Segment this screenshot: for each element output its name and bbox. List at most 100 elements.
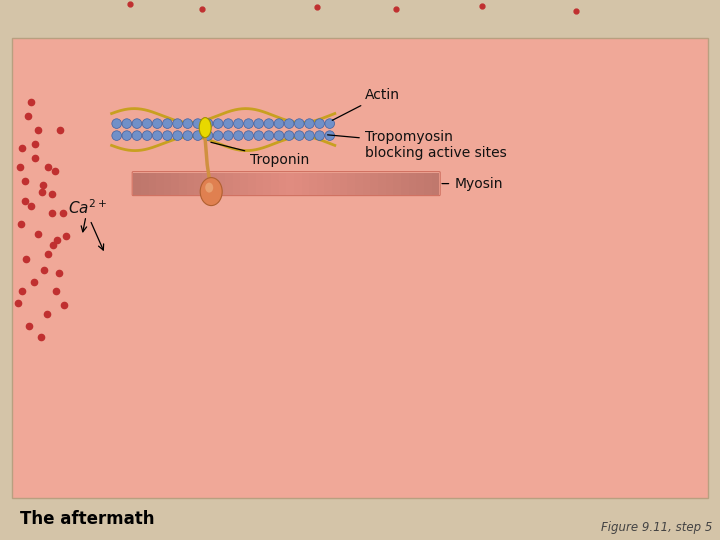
Bar bbox=[401, 173, 409, 194]
Circle shape bbox=[132, 131, 142, 140]
Bar bbox=[133, 173, 141, 194]
Circle shape bbox=[112, 119, 122, 129]
Bar bbox=[279, 173, 286, 194]
Bar bbox=[360, 38, 383, 498]
Circle shape bbox=[153, 131, 162, 140]
Bar bbox=[179, 173, 186, 194]
Bar bbox=[174, 38, 197, 498]
Circle shape bbox=[163, 131, 172, 140]
Circle shape bbox=[122, 119, 132, 129]
Bar bbox=[523, 38, 546, 498]
Bar bbox=[546, 38, 569, 498]
Circle shape bbox=[132, 119, 142, 129]
Bar bbox=[592, 38, 615, 498]
Circle shape bbox=[315, 119, 325, 129]
Bar bbox=[363, 173, 370, 194]
Bar bbox=[0, 498, 720, 540]
Circle shape bbox=[193, 131, 202, 140]
Ellipse shape bbox=[200, 178, 222, 206]
Bar bbox=[171, 173, 179, 194]
Bar bbox=[430, 38, 453, 498]
Circle shape bbox=[122, 131, 132, 140]
Bar bbox=[287, 173, 294, 194]
Bar bbox=[431, 173, 439, 194]
Bar bbox=[302, 173, 309, 194]
Bar bbox=[264, 173, 271, 194]
Bar bbox=[217, 173, 225, 194]
Circle shape bbox=[173, 119, 182, 129]
Circle shape bbox=[203, 119, 213, 129]
Circle shape bbox=[143, 131, 152, 140]
Circle shape bbox=[325, 131, 335, 140]
Bar bbox=[424, 173, 431, 194]
Bar bbox=[271, 173, 279, 194]
Bar bbox=[332, 173, 340, 194]
Circle shape bbox=[163, 119, 172, 129]
Bar bbox=[383, 38, 406, 498]
Bar bbox=[210, 173, 217, 194]
Circle shape bbox=[294, 119, 304, 129]
Bar bbox=[370, 173, 378, 194]
Bar bbox=[267, 38, 290, 498]
Bar bbox=[81, 38, 105, 498]
Text: Troponin: Troponin bbox=[211, 142, 310, 167]
Circle shape bbox=[112, 131, 122, 140]
Bar bbox=[35, 38, 58, 498]
Bar bbox=[221, 38, 244, 498]
Bar bbox=[569, 38, 592, 498]
Bar bbox=[12, 38, 35, 498]
Bar bbox=[197, 38, 221, 498]
Circle shape bbox=[233, 131, 243, 140]
Bar bbox=[202, 173, 210, 194]
Circle shape bbox=[325, 119, 335, 129]
Bar bbox=[639, 38, 662, 498]
Circle shape bbox=[284, 119, 294, 129]
Bar bbox=[393, 173, 401, 194]
Circle shape bbox=[183, 119, 192, 129]
Bar bbox=[347, 173, 355, 194]
Bar bbox=[12, 38, 708, 498]
Circle shape bbox=[153, 119, 162, 129]
Bar bbox=[685, 38, 708, 498]
Bar bbox=[186, 173, 194, 194]
Bar bbox=[662, 38, 685, 498]
Ellipse shape bbox=[199, 118, 211, 138]
Circle shape bbox=[244, 131, 253, 140]
Circle shape bbox=[294, 131, 304, 140]
Circle shape bbox=[213, 131, 223, 140]
Bar bbox=[615, 38, 639, 498]
Bar bbox=[290, 38, 314, 498]
Ellipse shape bbox=[205, 183, 213, 193]
Bar bbox=[355, 173, 363, 194]
Bar bbox=[0, 0, 720, 38]
Circle shape bbox=[264, 119, 274, 129]
Bar bbox=[406, 38, 430, 498]
Text: Actin: Actin bbox=[332, 87, 400, 120]
Circle shape bbox=[305, 131, 314, 140]
Bar bbox=[163, 173, 171, 194]
Text: Myosin: Myosin bbox=[442, 177, 503, 191]
Bar bbox=[309, 173, 317, 194]
Bar bbox=[141, 173, 148, 194]
Circle shape bbox=[233, 119, 243, 129]
Circle shape bbox=[203, 131, 213, 140]
Circle shape bbox=[254, 119, 264, 129]
Circle shape bbox=[274, 119, 284, 129]
Circle shape bbox=[223, 119, 233, 129]
Bar bbox=[105, 38, 128, 498]
Bar bbox=[128, 38, 151, 498]
Text: Figure 9.11, step 5: Figure 9.11, step 5 bbox=[600, 521, 712, 534]
Bar bbox=[248, 173, 256, 194]
Bar bbox=[148, 173, 156, 194]
Bar bbox=[240, 173, 248, 194]
Bar bbox=[256, 173, 264, 194]
Circle shape bbox=[173, 131, 182, 140]
Bar bbox=[337, 38, 360, 498]
Bar bbox=[499, 38, 523, 498]
Circle shape bbox=[213, 119, 223, 129]
Circle shape bbox=[183, 131, 192, 140]
Circle shape bbox=[315, 131, 325, 140]
Text: Ca$^{2+}$: Ca$^{2+}$ bbox=[68, 199, 107, 217]
Bar bbox=[317, 173, 325, 194]
Bar bbox=[58, 38, 81, 498]
